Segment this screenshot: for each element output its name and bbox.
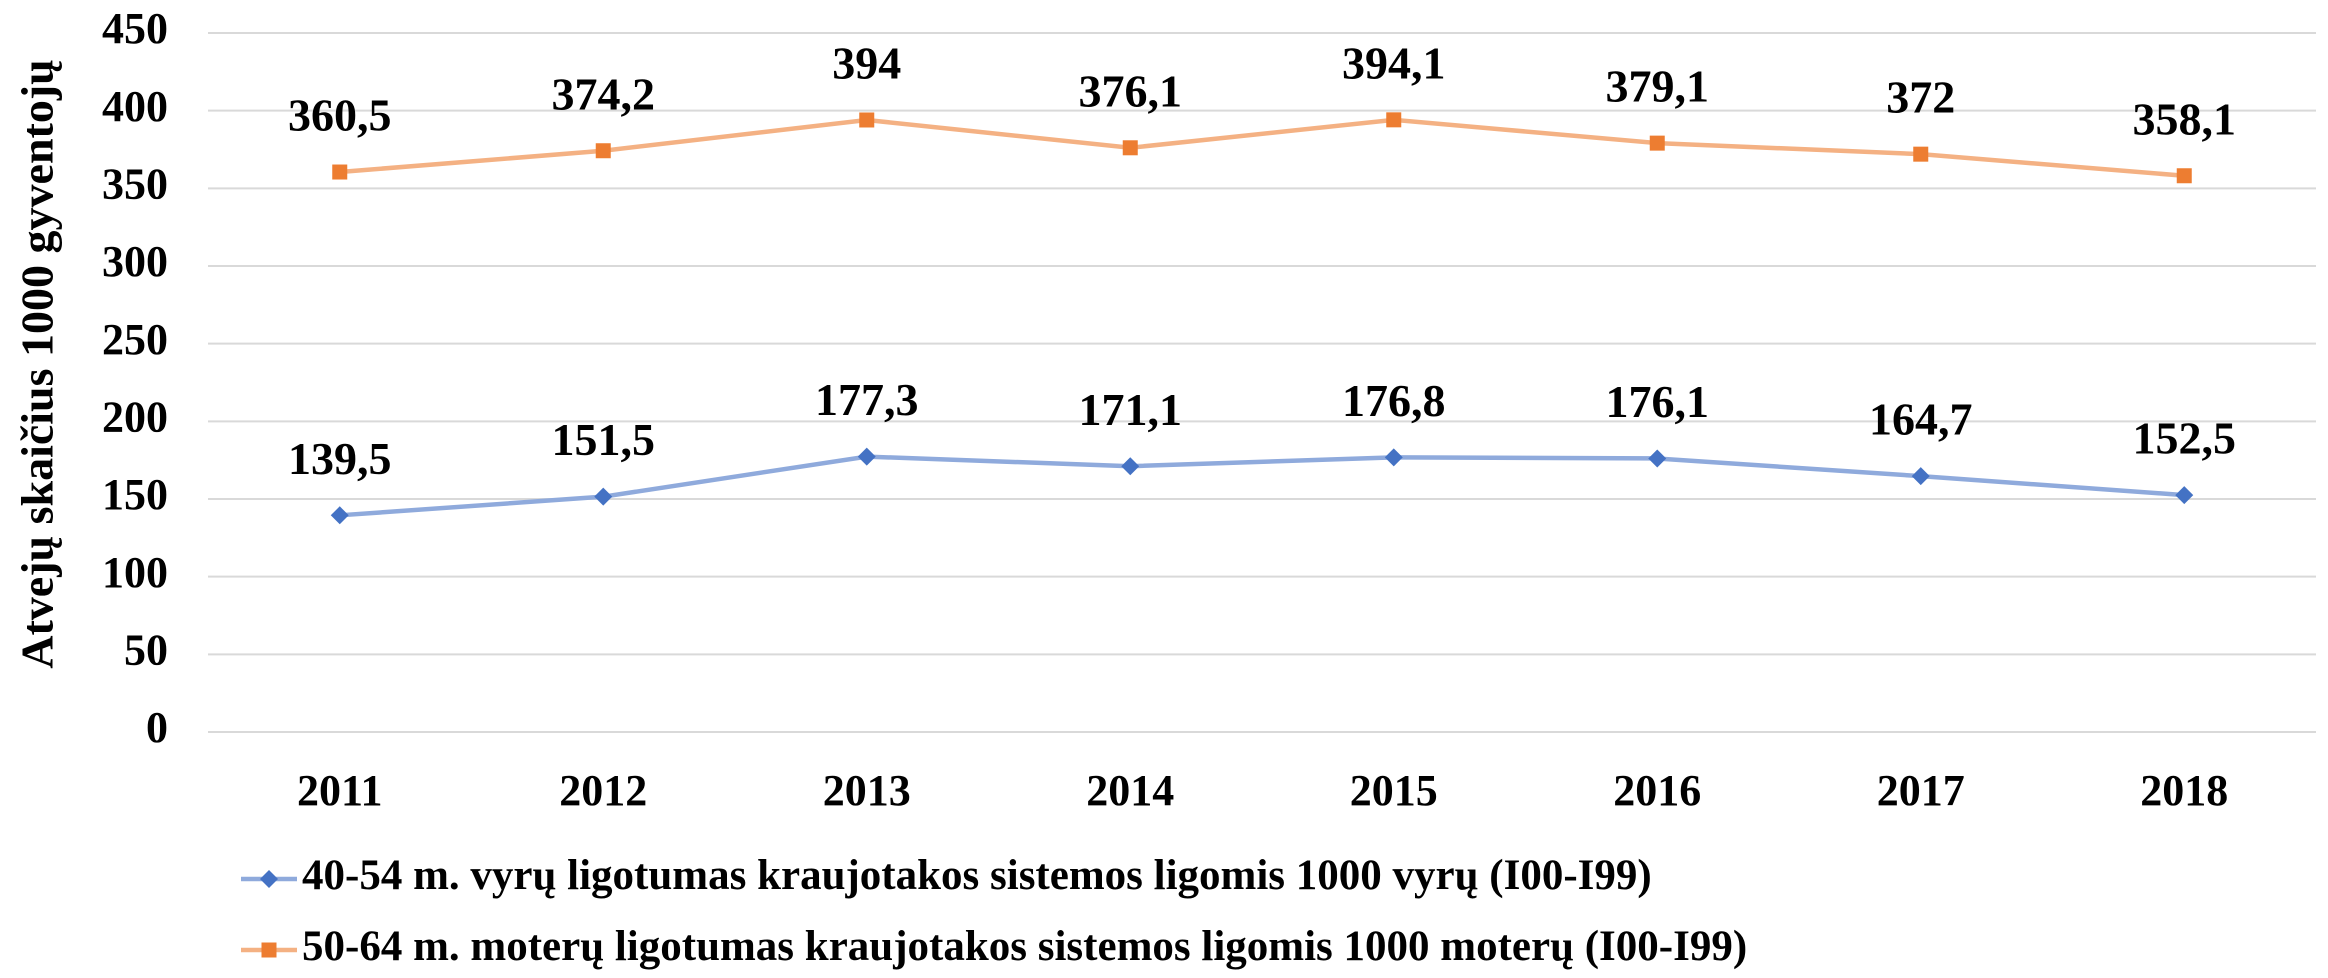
x-tick-label: 2014: [1086, 766, 1174, 815]
data-point: [1911, 467, 1930, 486]
data-label: 360,5: [288, 90, 392, 141]
y-tick-label: 0: [146, 703, 168, 752]
data-label: 151,5: [552, 414, 656, 465]
data-label: 394,1: [1342, 37, 1446, 88]
data-point: [859, 112, 875, 128]
y-tick-label: 100: [102, 548, 168, 597]
data-label: 176,8: [1342, 375, 1446, 426]
legend-marker: [260, 870, 278, 888]
data-label: 171,1: [1079, 384, 1183, 435]
y-tick-label: 400: [102, 82, 168, 131]
data-label: 372: [1886, 72, 1955, 123]
series-line: [339, 117, 2185, 178]
x-tick-label: 2017: [1877, 766, 1965, 815]
legend-label: 50-64 m. moterų ligotumas kraujotakos si…: [302, 923, 1747, 970]
x-tick-label: 2015: [1350, 766, 1438, 815]
y-tick-label: 450: [102, 4, 168, 53]
data-point: [1648, 449, 1667, 468]
data-point: [330, 506, 349, 525]
data-label: 176,1: [1606, 376, 1710, 427]
data-label: 139,5: [288, 433, 392, 484]
y-tick-label: 150: [102, 470, 168, 519]
data-label: 374,2: [552, 68, 656, 119]
x-tick-label: 2016: [1613, 766, 1701, 815]
data-label: 152,5: [2133, 413, 2237, 464]
data-label: 177,3: [815, 374, 919, 425]
data-point: [1384, 448, 1403, 467]
data-point: [332, 164, 348, 180]
data-label: 376,1: [1079, 65, 1183, 116]
data-point: [2175, 486, 2194, 505]
legend-label: 40-54 m. vyrų ligotumas kraujotakos sist…: [302, 852, 1652, 899]
y-axis-label: Atvejų skaičius 1000 gyventojų: [12, 59, 63, 669]
data-point: [1913, 146, 1929, 162]
x-tick-label: 2013: [823, 766, 911, 815]
y-tick-label: 200: [102, 392, 168, 441]
x-tick-label: 2011: [297, 766, 383, 815]
data-point: [1121, 457, 1140, 476]
data-point: [1122, 140, 1138, 156]
data-label: 358,1: [2133, 93, 2237, 144]
data-label: 394: [832, 38, 901, 89]
data-point: [1386, 112, 1402, 128]
y-tick-label: 250: [102, 315, 168, 364]
x-tick-label: 2018: [2140, 766, 2228, 815]
data-point: [857, 447, 876, 466]
data-point: [595, 143, 611, 159]
data-label: 164,7: [1869, 394, 1973, 445]
x-tick-label: 2012: [559, 766, 647, 815]
y-tick-label: 350: [102, 159, 168, 208]
data-point: [594, 487, 613, 506]
y-tick-label: 50: [124, 625, 168, 674]
series-line: [339, 454, 2185, 518]
y-tick-label: 300: [102, 237, 168, 286]
data-point: [2176, 168, 2192, 184]
legend-marker: [261, 942, 277, 958]
data-label: 379,1: [1606, 61, 1710, 112]
data-point: [1649, 135, 1665, 151]
